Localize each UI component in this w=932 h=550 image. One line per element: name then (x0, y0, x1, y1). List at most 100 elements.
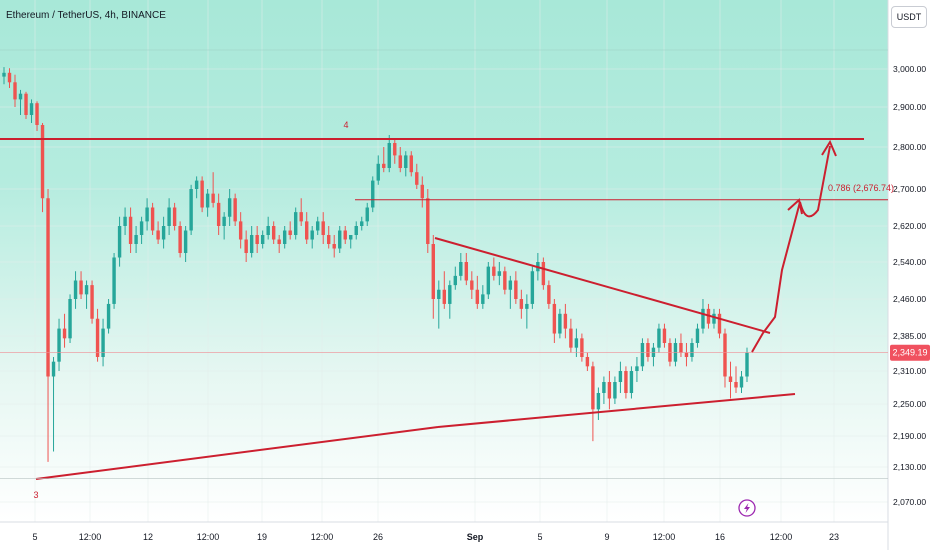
candle-body (360, 221, 364, 226)
candle-body (304, 221, 309, 240)
candle-body (238, 221, 243, 240)
candle-body (277, 239, 281, 244)
price-axis[interactable] (888, 0, 932, 550)
candle-body (393, 143, 397, 156)
candle-body (35, 103, 39, 125)
candle-body (376, 163, 380, 181)
candle-body (316, 221, 320, 231)
candle-body (420, 184, 424, 199)
candle-body (404, 155, 408, 168)
candle-body (249, 235, 254, 253)
candle-body (205, 193, 210, 208)
candle-body (349, 235, 353, 240)
candle-body (79, 280, 83, 295)
candle-body (569, 328, 573, 348)
time-tick-label: 5 (32, 532, 37, 542)
candle-body (723, 333, 727, 377)
candle-body (327, 235, 331, 244)
time-tick-label: 12:00 (79, 532, 102, 542)
candle-body (657, 328, 661, 348)
candle-body (161, 226, 166, 240)
candle-body (695, 328, 700, 343)
price-tick-label: 2,070.00 (893, 497, 926, 507)
candle-body (728, 376, 733, 382)
price-tick-label: 3,000.00 (893, 64, 926, 74)
candle-body (145, 207, 149, 222)
candle-body (398, 155, 402, 168)
candle-body (519, 299, 524, 309)
candle-body (233, 198, 237, 222)
candle-body (282, 230, 287, 244)
current-price-value: 2,349.19 (892, 348, 927, 358)
candle-body (635, 366, 639, 371)
price-tick-label: 2,900.00 (893, 102, 926, 112)
time-tick-label: 26 (373, 532, 383, 542)
candle-body (57, 328, 61, 362)
candle-body (618, 371, 623, 382)
candle-body (73, 280, 78, 299)
candle-body (90, 285, 94, 319)
candle-body (194, 180, 199, 189)
time-tick-label: 12:00 (770, 532, 793, 542)
candle-body (112, 257, 116, 304)
time-axis[interactable] (0, 522, 888, 550)
candle-body (354, 226, 358, 235)
candle-body (117, 226, 122, 258)
wave-label-4: 4 (343, 120, 348, 130)
candle-body (51, 361, 56, 377)
fib-label: 0.786 (2,676.74) (828, 183, 894, 193)
candle-body (387, 143, 391, 168)
candles (2, 67, 749, 462)
candle-body (211, 193, 215, 203)
time-tick-label: 5 (537, 532, 542, 542)
candle-body (530, 271, 535, 304)
candle-body (563, 313, 568, 329)
price-tick-label: 2,540.00 (893, 257, 926, 267)
candle-body (62, 328, 67, 339)
candle-body (255, 235, 259, 244)
projection-arrow-head-upper (821, 139, 837, 157)
candle-body (547, 285, 551, 304)
candle-body (596, 393, 601, 410)
candle-body (668, 343, 672, 362)
candle-body (18, 93, 23, 100)
upper-trendline[interactable] (434, 237, 771, 334)
candle-body (481, 294, 485, 304)
projection-arrow-path[interactable] (751, 145, 831, 353)
candle-body (679, 343, 683, 353)
candle-body (651, 347, 656, 357)
price-tick-label: 2,800.00 (893, 142, 926, 152)
candle-body (106, 303, 111, 329)
symbol-title: Ethereum / TetherUS, 4h, BINANCE (6, 10, 166, 21)
candle-body (739, 376, 744, 388)
drawings[interactable] (0, 49, 888, 480)
time-tick-label: 23 (829, 532, 839, 542)
candle-body (244, 239, 248, 253)
price-tick-label: 2,385.00 (893, 331, 926, 341)
candle-body (40, 125, 45, 199)
candle-body (24, 93, 28, 115)
lower-trendline[interactable] (35, 426, 439, 480)
candle-body (591, 366, 595, 410)
candle-body (13, 82, 17, 100)
candle-body (332, 244, 336, 249)
time-tick-label: 12:00 (311, 532, 334, 542)
currency-button[interactable]: USDT (891, 6, 927, 28)
time-tick-label: Sep (467, 532, 484, 542)
candle-body (508, 280, 513, 290)
candle-body (409, 155, 413, 173)
candle-body (172, 207, 177, 226)
candle-body (178, 226, 182, 253)
candle-body (745, 352, 749, 377)
candle-body (216, 202, 221, 226)
lightning-icon[interactable] (738, 499, 756, 517)
candle-body (717, 313, 722, 334)
support-trendline[interactable] (437, 393, 796, 428)
candle-body (712, 313, 716, 324)
candle-body (646, 343, 650, 357)
candle-body (552, 303, 557, 334)
candle-body (497, 271, 502, 276)
candle-body (629, 371, 634, 393)
